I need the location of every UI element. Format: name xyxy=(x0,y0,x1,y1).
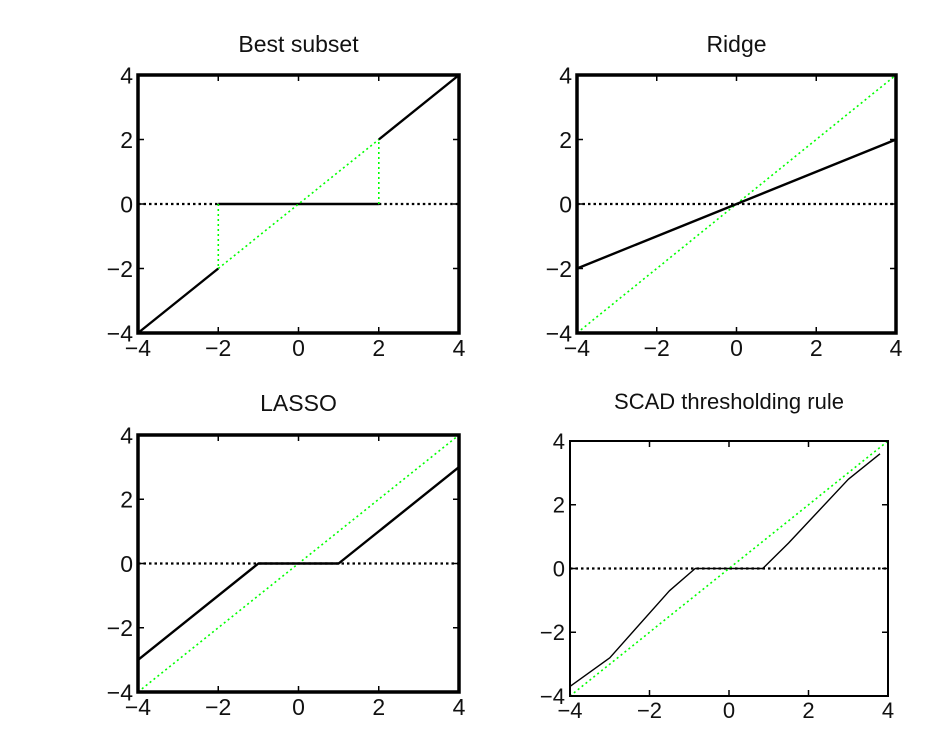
y-tick-label: 2 xyxy=(553,493,565,518)
y-tick-label: 2 xyxy=(559,127,572,153)
identity-reference-line-6 xyxy=(217,138,380,270)
threshold-function-line-1 xyxy=(137,267,220,334)
y-tick-label: 0 xyxy=(553,556,565,581)
y-tick-label: 0 xyxy=(559,191,572,217)
panel-1: Best subset −4 −2 0 2 4 4 2 0 −2 −4 xyxy=(107,31,466,361)
threshold-function-line-3 xyxy=(569,453,881,687)
y-tick-label: −4 xyxy=(546,320,572,346)
threshold-function-line-3 xyxy=(137,466,460,661)
x-tick-label: −2 xyxy=(637,698,662,723)
y-tick-label: 4 xyxy=(120,62,133,88)
y-tick-label: 0 xyxy=(120,551,133,577)
threshold-function-line-3 xyxy=(576,138,897,270)
x-tick-label: 4 xyxy=(453,335,466,361)
x-tick-label: −4 xyxy=(125,694,151,720)
x-tick-label: 0 xyxy=(292,694,305,720)
x-tick-label: 0 xyxy=(292,335,305,361)
y-tick-label: 4 xyxy=(559,62,572,88)
x-tick-label: −2 xyxy=(205,335,231,361)
threshold-function-line-3 xyxy=(378,74,460,141)
y-tick-label: −4 xyxy=(540,684,565,709)
y-tick-label: 2 xyxy=(120,487,133,513)
x-tick-label: 0 xyxy=(723,698,735,723)
y-tick-label: −2 xyxy=(540,620,565,645)
panel-2: Ridge −4 −2 0 2 4 4 2 0 −2 −4 xyxy=(546,31,903,361)
x-tick-label: 4 xyxy=(453,694,466,720)
panel-4: SCAD thresholding rule −4 −2 0 2 4 4 2 0 −2 −4 xyxy=(540,389,894,723)
chart-title: Best subset xyxy=(238,31,359,57)
chart-title: Ridge xyxy=(706,31,766,57)
x-tick-label: −2 xyxy=(644,335,670,361)
chart-title: SCAD thresholding rule xyxy=(614,389,844,414)
x-tick-label: 2 xyxy=(802,698,814,723)
y-tick-label: 4 xyxy=(553,429,565,454)
y-tick-label: 2 xyxy=(120,127,133,153)
x-tick-label: 2 xyxy=(372,335,385,361)
y-tick-label: 4 xyxy=(120,422,133,448)
x-tick-label: 4 xyxy=(890,335,903,361)
y-tick-label: −2 xyxy=(107,615,133,641)
x-tick-label: 4 xyxy=(882,698,894,723)
x-tick-label: −2 xyxy=(205,694,231,720)
x-tick-label: 0 xyxy=(730,335,743,361)
x-tick-label: −4 xyxy=(125,335,151,361)
x-tick-label: 2 xyxy=(810,335,823,361)
panel-3: LASSO −4 −2 0 2 4 4 2 0 −2 −4 xyxy=(107,390,466,720)
y-tick-label: −2 xyxy=(546,256,572,282)
y-tick-label: −4 xyxy=(107,320,133,346)
y-tick-label: −4 xyxy=(107,679,133,705)
x-tick-label: −4 xyxy=(564,335,590,361)
chart-title: LASSO xyxy=(260,390,337,416)
x-tick-label: −4 xyxy=(557,698,582,723)
y-tick-label: −2 xyxy=(107,256,133,282)
x-tick-label: 2 xyxy=(372,694,385,720)
y-tick-label: 0 xyxy=(120,191,133,217)
